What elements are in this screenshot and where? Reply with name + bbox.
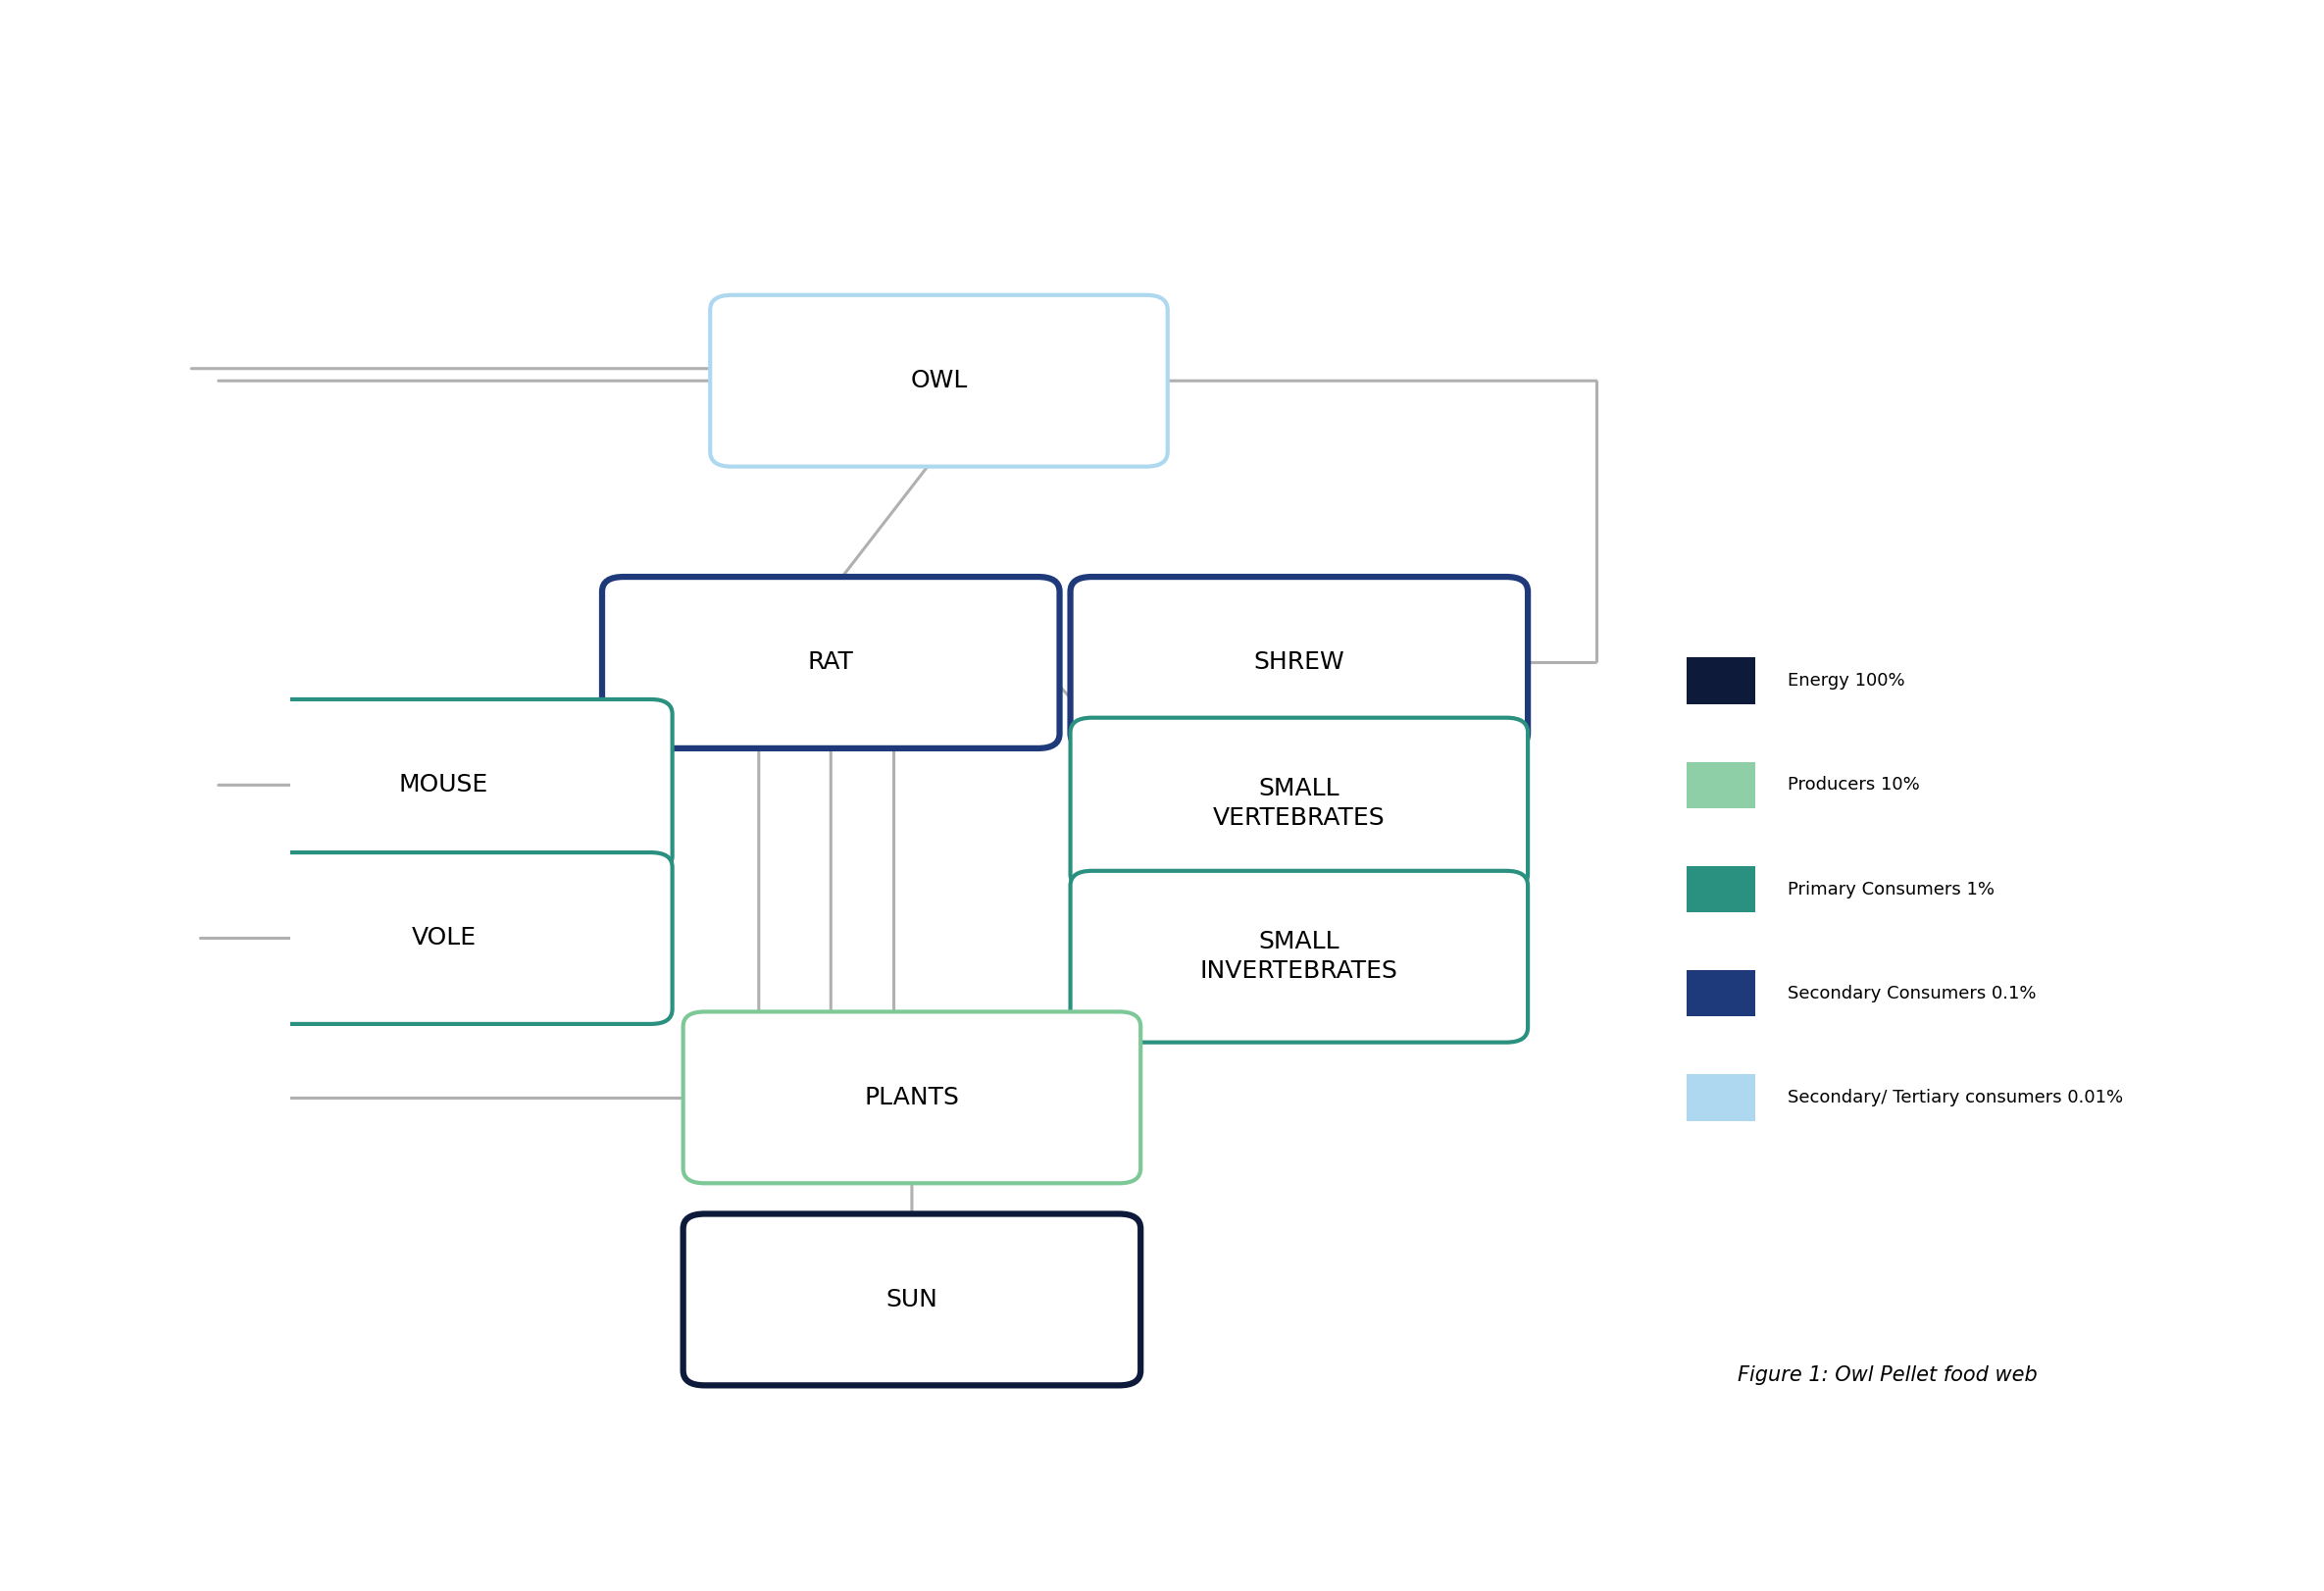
FancyBboxPatch shape — [1071, 870, 1527, 1042]
FancyBboxPatch shape — [1687, 762, 1755, 808]
Text: Secondary/ Tertiary consumers 0.01%: Secondary/ Tertiary consumers 0.01% — [1787, 1088, 2122, 1106]
Text: VOLE: VOLE — [411, 926, 476, 950]
Text: Primary Consumers 1%: Primary Consumers 1% — [1787, 880, 1994, 897]
FancyBboxPatch shape — [1687, 657, 1755, 705]
Text: Secondary Consumers 0.1%: Secondary Consumers 0.1% — [1787, 985, 2036, 1002]
Text: SMALL
INVERTEBRATES: SMALL INVERTEBRATES — [1199, 931, 1399, 983]
FancyBboxPatch shape — [1687, 971, 1755, 1017]
Text: OWL: OWL — [911, 369, 967, 393]
FancyBboxPatch shape — [683, 1012, 1141, 1184]
Text: Producers 10%: Producers 10% — [1787, 776, 1920, 794]
FancyBboxPatch shape — [602, 578, 1060, 748]
FancyBboxPatch shape — [214, 853, 672, 1025]
FancyBboxPatch shape — [683, 1214, 1141, 1386]
Text: PLANTS: PLANTS — [865, 1085, 960, 1109]
Text: SHREW: SHREW — [1253, 651, 1346, 675]
FancyBboxPatch shape — [214, 700, 672, 870]
FancyBboxPatch shape — [1071, 578, 1527, 748]
Text: RAT: RAT — [809, 651, 853, 675]
Text: MOUSE: MOUSE — [400, 773, 488, 797]
FancyBboxPatch shape — [1687, 866, 1755, 913]
Text: SMALL
VERTEBRATES: SMALL VERTEBRATES — [1213, 776, 1385, 831]
Text: SUN: SUN — [885, 1287, 939, 1311]
FancyBboxPatch shape — [1071, 718, 1527, 889]
FancyBboxPatch shape — [1687, 1074, 1755, 1120]
Text: Energy 100%: Energy 100% — [1787, 671, 1903, 690]
Text: Figure 1: Owl Pellet food web: Figure 1: Owl Pellet food web — [1738, 1365, 2038, 1386]
FancyBboxPatch shape — [711, 294, 1167, 466]
